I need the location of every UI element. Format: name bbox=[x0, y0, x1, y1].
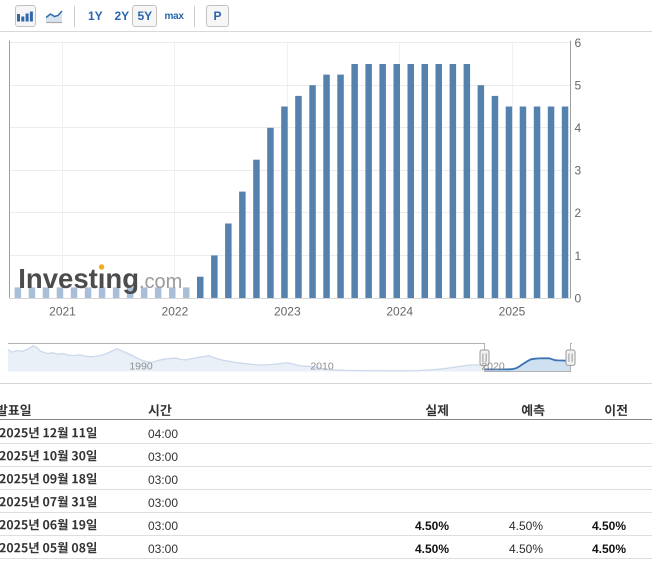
svg-text:2020: 2020 bbox=[481, 361, 505, 373]
svg-text:5: 5 bbox=[575, 79, 582, 93]
svg-text:6: 6 bbox=[575, 36, 582, 50]
svg-text:2022: 2022 bbox=[162, 305, 189, 319]
svg-text:1990: 1990 bbox=[129, 361, 153, 373]
svg-text:2024: 2024 bbox=[386, 305, 413, 319]
svg-text:Investıng: Investıng bbox=[18, 263, 139, 294]
svg-text:2010: 2010 bbox=[310, 361, 334, 373]
svg-text:2021: 2021 bbox=[49, 305, 76, 319]
svg-text:0: 0 bbox=[575, 291, 582, 305]
svg-text:2023: 2023 bbox=[274, 305, 301, 319]
svg-text:2: 2 bbox=[575, 206, 582, 220]
svg-text:4: 4 bbox=[575, 121, 582, 135]
svg-text:2025: 2025 bbox=[499, 305, 526, 319]
svg-text:1: 1 bbox=[575, 249, 582, 263]
svg-text:3: 3 bbox=[575, 164, 582, 178]
svg-text:.com: .com bbox=[139, 271, 182, 293]
